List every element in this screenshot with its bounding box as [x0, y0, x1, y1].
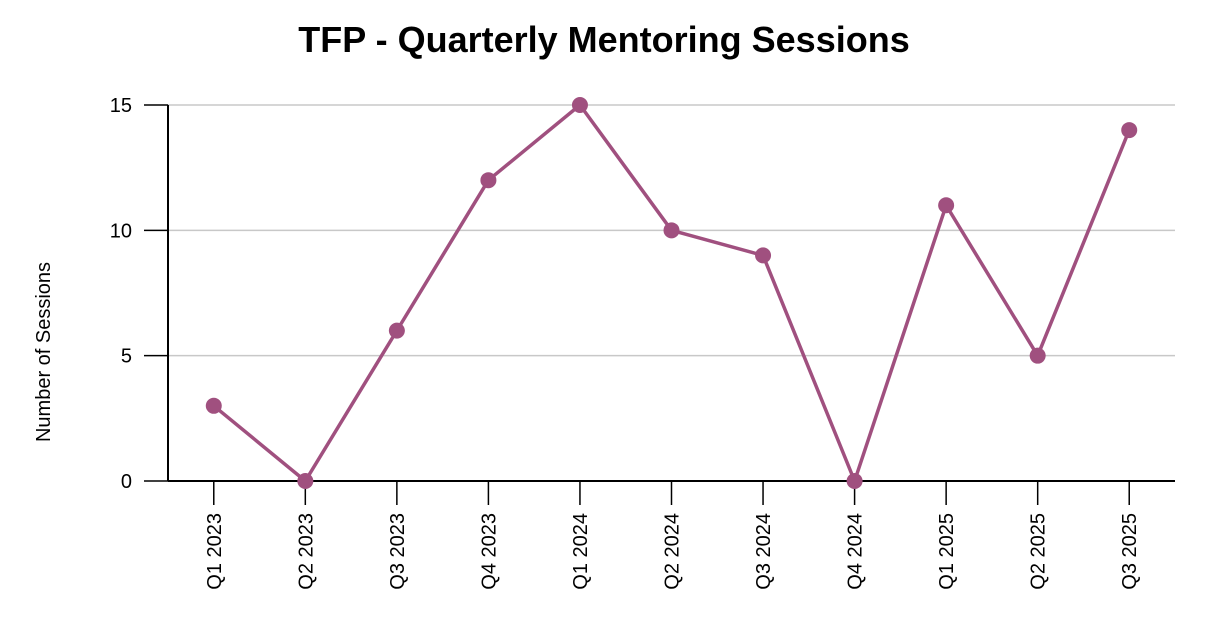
point	[1029, 347, 1046, 364]
point	[480, 172, 497, 189]
point	[755, 247, 772, 264]
x-tick-label: Q2 2025	[1028, 513, 1050, 590]
x-tick-label: Q1 2025	[936, 513, 958, 590]
point	[938, 197, 955, 214]
x-tick-label: Q2 2024	[662, 513, 684, 590]
y-axis-label: Number of Sessions	[33, 262, 55, 442]
y-tick-label: 0	[121, 471, 132, 493]
point	[846, 473, 863, 489]
point	[205, 397, 222, 414]
x-tick-label: Q1 2024	[570, 513, 592, 590]
y-tick-label: 15	[110, 95, 132, 117]
x-tick-label: Q1 2023	[204, 513, 226, 590]
x-tick-label: Q3 2025	[1119, 513, 1141, 590]
x-tick-label: Q3 2023	[387, 513, 409, 590]
x-tick-label: Q3 2024	[753, 513, 775, 590]
point	[297, 473, 314, 489]
line	[212, 103, 1131, 483]
x-tick-label: Q4 2023	[478, 513, 500, 590]
y-tick-label: 5	[121, 346, 132, 368]
y-tick-label: 10	[110, 220, 132, 242]
point	[388, 322, 405, 339]
x-tick-label: Q2 2023	[295, 513, 317, 590]
x-tick-label: Q4 2024	[845, 513, 867, 590]
chart-title: TFP - Quarterly Mentoring Sessions	[298, 19, 909, 60]
point	[663, 222, 680, 239]
point	[1121, 122, 1138, 139]
point	[571, 97, 588, 113]
